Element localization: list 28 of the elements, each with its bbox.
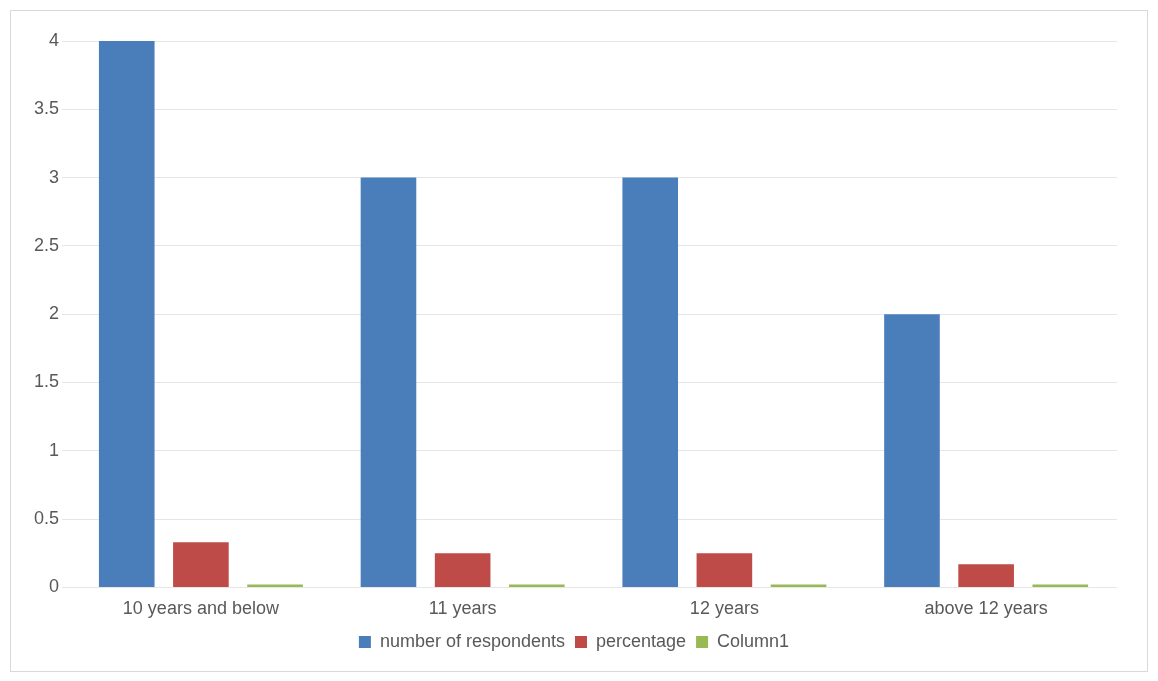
- legend-label: number of respondents: [379, 630, 566, 651]
- y-tick-label: 1.5: [33, 371, 60, 392]
- x-tick-label: 12 years: [689, 598, 759, 619]
- bar: [1032, 584, 1089, 587]
- legend-label: Column1: [717, 630, 790, 651]
- y-tick-label: 2.5: [33, 234, 60, 255]
- bar: [173, 542, 229, 587]
- bar: [98, 41, 155, 587]
- y-tick-label: 4: [49, 29, 60, 50]
- bar: [434, 553, 491, 587]
- y-tick-label: 1: [49, 439, 60, 460]
- bar: [696, 553, 753, 587]
- y-tick-label: 3.5: [33, 98, 60, 119]
- bar: [247, 584, 303, 587]
- bar: [770, 584, 827, 587]
- y-tick-label: 2: [49, 303, 60, 324]
- x-tick-label: 10 years and below: [122, 598, 280, 619]
- bar: [508, 584, 565, 587]
- bar: [360, 177, 417, 587]
- bar: [958, 564, 1014, 587]
- y-tick-label: 3: [49, 166, 60, 187]
- x-tick-label: 11 years: [428, 598, 497, 619]
- bar: [884, 314, 940, 587]
- bar: [622, 177, 679, 587]
- x-tick-label: above 12 years: [924, 598, 1048, 619]
- y-tick-label: 0: [49, 576, 60, 597]
- legend-label: percentage: [596, 630, 687, 651]
- y-tick-label: 0.5: [33, 508, 60, 529]
